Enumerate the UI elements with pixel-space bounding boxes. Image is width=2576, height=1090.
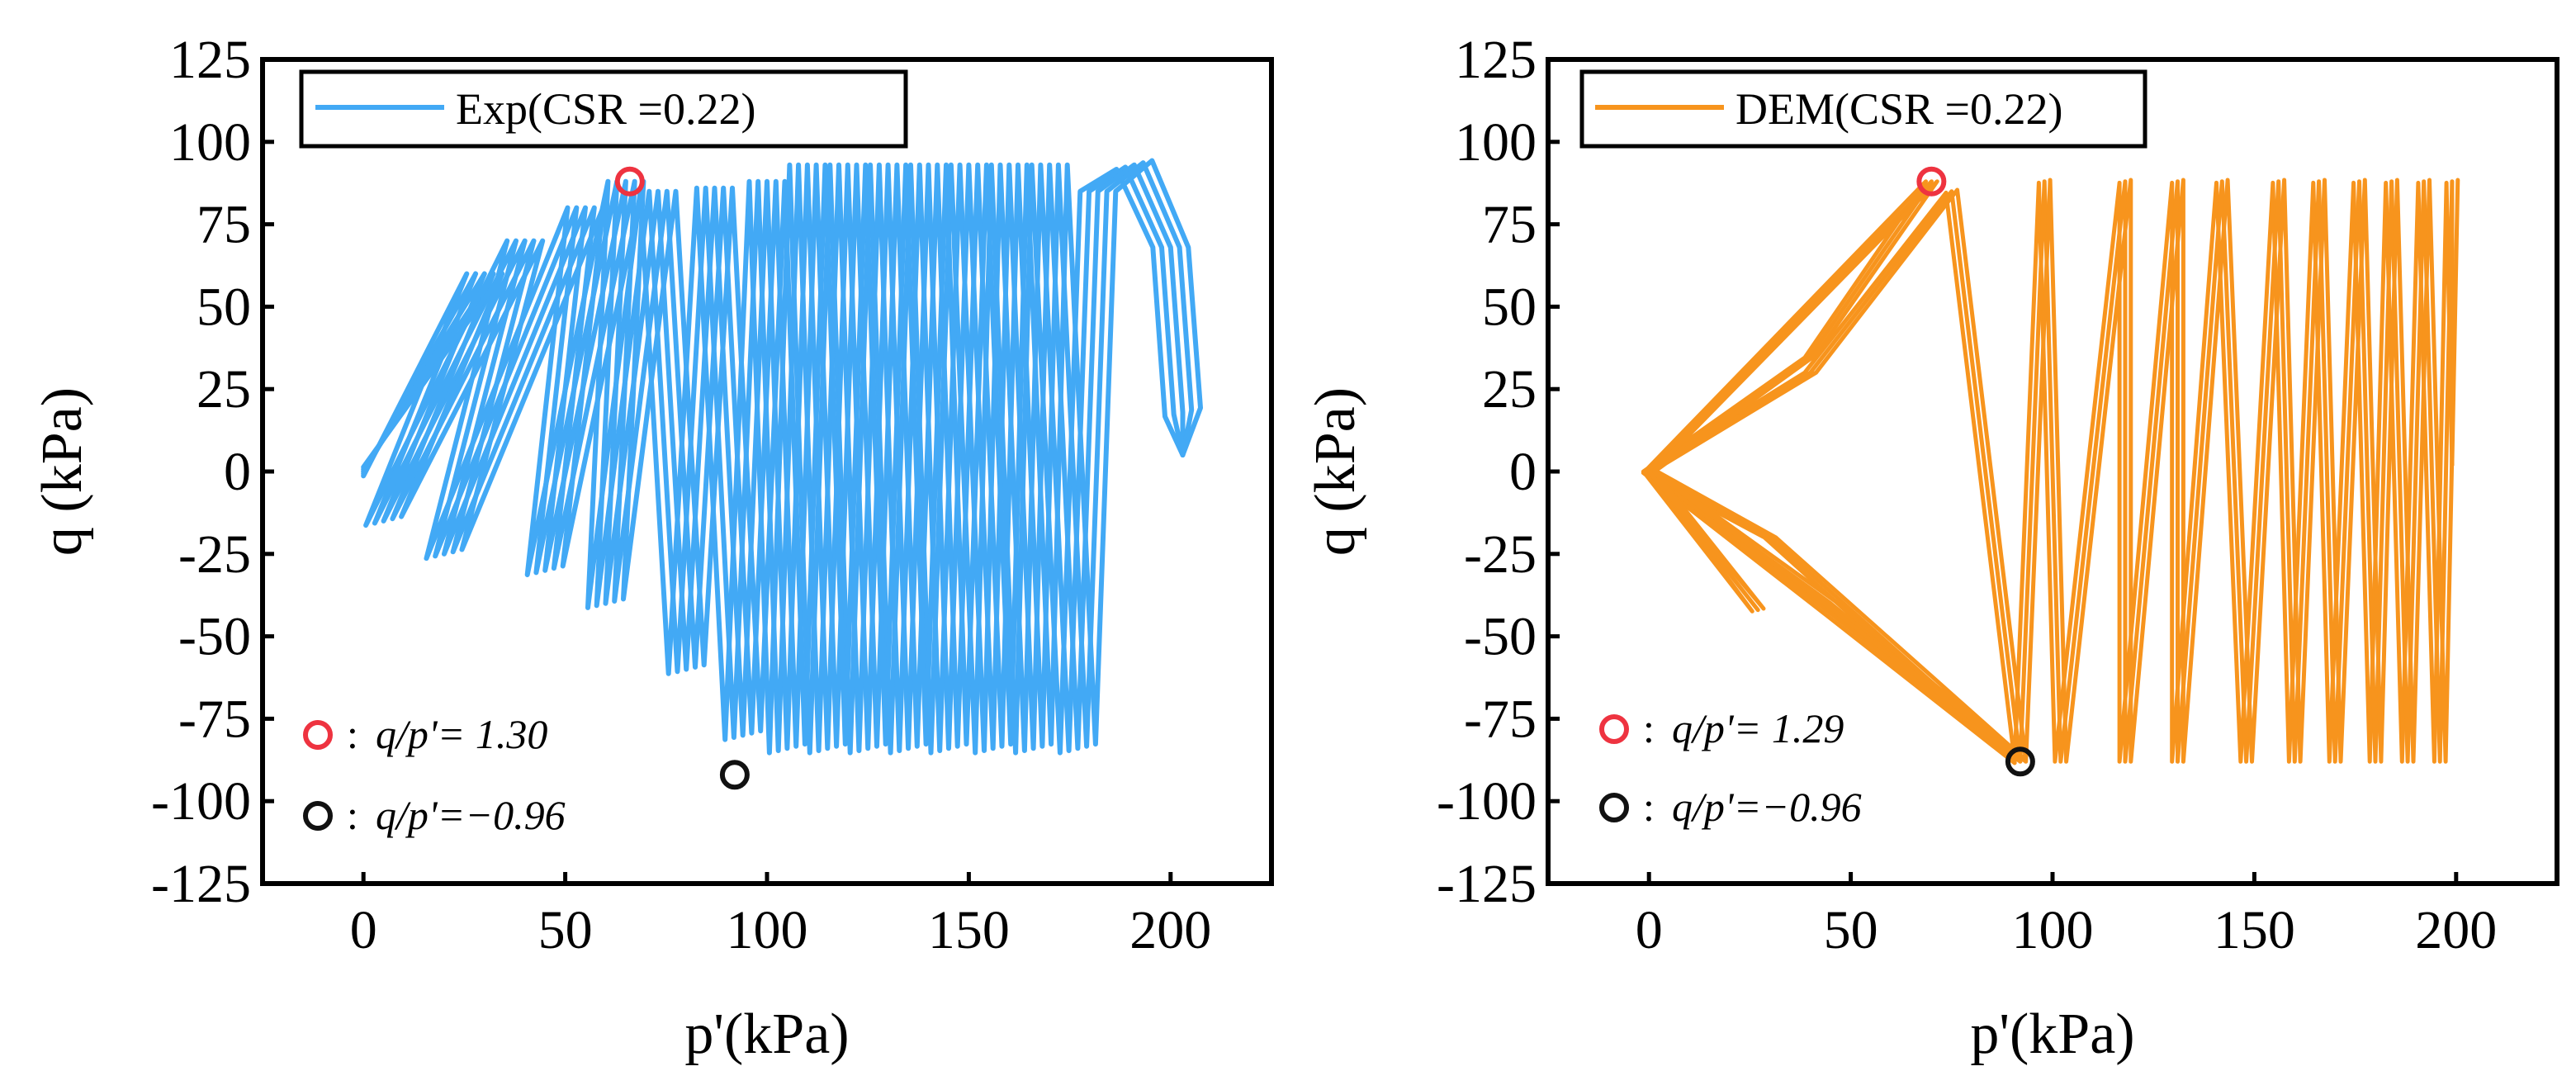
x-axis-label-dem: p'(kPa) <box>1970 1002 2134 1066</box>
x-tick-label: 100 <box>2012 900 2094 960</box>
plot-area-dem <box>1546 57 2559 886</box>
red-circle-icon <box>1599 714 1629 744</box>
ratio-marker-point <box>719 760 750 790</box>
x-tick-label: 50 <box>538 900 593 960</box>
x-tick-label: 100 <box>727 900 808 960</box>
y-tick-label: 25 <box>197 359 251 419</box>
annotation-text-red-dem: q/p'= 1.29 <box>1672 705 1844 751</box>
y-tick-label: 100 <box>1455 112 1537 173</box>
annotation-colon: : <box>347 792 358 838</box>
annotation-black-exp: : q/p'=−0.96 <box>303 792 566 838</box>
x-tick-label: 150 <box>2214 900 2295 960</box>
y-axis-ticks-dem: 125 100 75 50 25 0 -25 -50 -75 -100 -125 <box>1437 30 1560 914</box>
ratio-marker-point <box>614 166 645 197</box>
y-tick-label: 125 <box>1455 30 1537 90</box>
y-tick-label: -25 <box>178 524 251 585</box>
y-tick-label: -125 <box>151 854 251 914</box>
x-axis-label-exp: p'(kPa) <box>684 1002 849 1066</box>
y-axis-label-dem: q (kPa) <box>1304 387 1367 556</box>
ratio-markers-dem <box>1916 166 2035 777</box>
legend-exp: Exp(CSR =0.22) <box>299 69 908 149</box>
legend-label-exp: Exp(CSR =0.22) <box>456 84 755 134</box>
ratio-marker-point <box>2005 746 2035 777</box>
black-circle-icon <box>303 801 333 831</box>
annotation-colon: : <box>1643 784 1655 830</box>
y-tick-label: 100 <box>169 112 251 173</box>
y-tick-label: -75 <box>1464 689 1537 749</box>
y-tick-label: -100 <box>151 771 251 832</box>
y-tick-label: 75 <box>1482 195 1537 255</box>
y-tick-label: -25 <box>1464 524 1537 585</box>
legend-dem: DEM(CSR =0.22) <box>1579 69 2147 149</box>
x-tick-label: 0 <box>1636 900 1663 960</box>
red-circle-icon <box>303 720 333 750</box>
ratio-markers-exp <box>614 166 750 790</box>
series-line <box>361 158 1203 747</box>
legend-label-dem: DEM(CSR =0.22) <box>1735 84 2062 134</box>
y-tick-label: 75 <box>197 195 251 255</box>
x-tick-label: 0 <box>350 900 377 960</box>
y-axis-ticks-exp: 125 100 75 50 25 0 -25 -50 -75 -100 -125 <box>151 30 274 914</box>
y-tick-label: -100 <box>1437 771 1537 832</box>
plot-area-exp <box>260 57 1274 886</box>
series-line <box>1646 178 2460 764</box>
x-axis-ticks-dem: 0 50 100 150 200 <box>1636 872 2497 960</box>
y-tick-label: -75 <box>178 689 251 749</box>
annotation-black-dem: : q/p'=−0.96 <box>1599 784 1862 830</box>
series-line <box>361 160 1195 749</box>
x-tick-label: 200 <box>2415 900 2497 960</box>
annotation-text-black-dem: q/p'=−0.96 <box>1672 784 1862 830</box>
y-axis-label-exp: q (kPa) <box>31 387 94 556</box>
y-tick-label: 125 <box>169 30 251 90</box>
x-axis-ticks-exp: 0 50 100 150 200 <box>350 872 1211 960</box>
y-tick-label: -50 <box>178 607 251 667</box>
black-circle-icon <box>1599 793 1629 822</box>
annotation-text-black-exp: q/p'=−0.96 <box>376 792 566 838</box>
chart-panel-exp: 125 100 75 50 25 0 -25 -50 -75 -100 -125 0 50 100 150… <box>31 30 1274 1066</box>
annotation-red-exp: : q/p'= 1.30 <box>303 711 547 757</box>
y-tick-label: 25 <box>1482 359 1537 419</box>
y-tick-label: 0 <box>224 442 251 502</box>
annotation-colon: : <box>347 711 358 757</box>
y-tick-label: -50 <box>1464 607 1537 667</box>
x-tick-label: 50 <box>1824 900 1878 960</box>
annotation-colon: : <box>1643 705 1655 751</box>
x-tick-label: 200 <box>1129 900 1211 960</box>
series-line <box>1646 179 2455 764</box>
y-tick-label: 0 <box>1509 442 1537 502</box>
annotation-red-dem: : q/p'= 1.29 <box>1599 705 1844 751</box>
x-tick-label: 150 <box>928 900 1010 960</box>
ratio-marker-point <box>1916 166 1947 197</box>
y-tick-label: 50 <box>197 277 251 337</box>
series-dem-lines <box>1641 178 2460 765</box>
chart-panel-dem: 125 100 75 50 25 0 -25 -50 -75 -100 -125 0 50 100 150… <box>1304 30 2559 1066</box>
y-tick-label: -125 <box>1437 854 1537 914</box>
annotation-text-red-exp: q/p'= 1.30 <box>376 711 547 757</box>
y-tick-label: 50 <box>1482 277 1537 337</box>
series-exp-lines <box>361 158 1203 756</box>
